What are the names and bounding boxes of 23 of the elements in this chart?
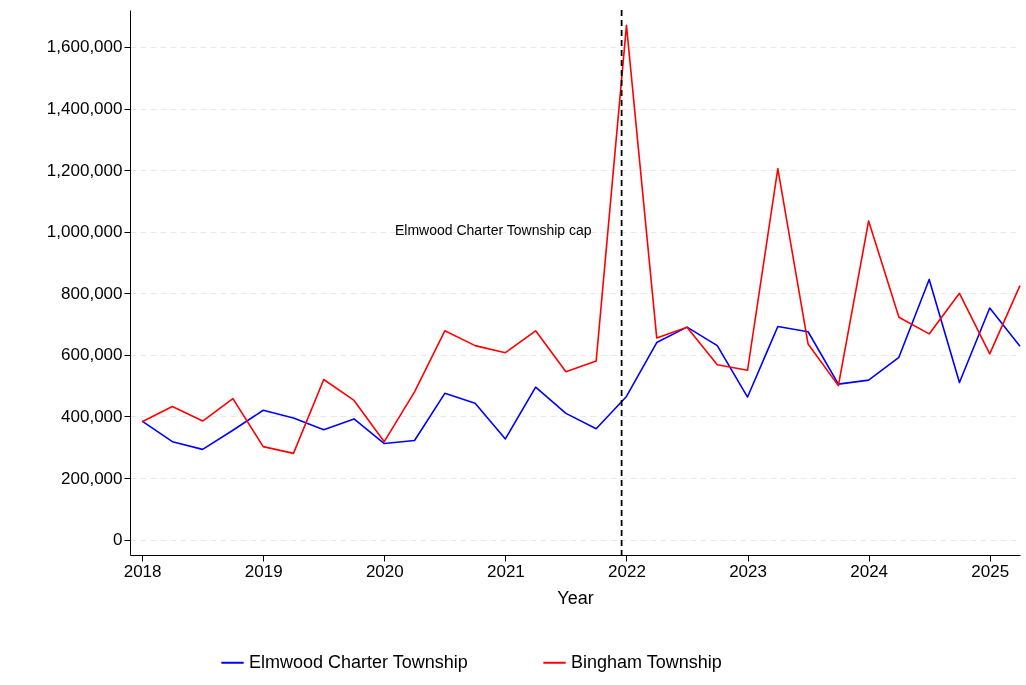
x-tick-label: 2022: [608, 561, 646, 581]
x-tick-label: 2023: [729, 561, 767, 581]
y-tick-label: 1,400,000: [46, 99, 123, 119]
y-tick-label: 1,200,000: [46, 160, 123, 180]
x-tick-label: 2019: [244, 561, 283, 581]
line-series: [141, 278, 1021, 451]
y-tick-label: 600,000: [61, 345, 123, 365]
x-tick-label: 2020: [365, 561, 404, 581]
line-series: [141, 24, 1021, 455]
x-axis-title: Year: [557, 587, 594, 608]
y-tick-label: 400,000: [61, 406, 123, 426]
x-tick-label: 2021: [486, 561, 525, 581]
y-tick-label: 200,000: [61, 468, 123, 488]
legend-label: Bingham Township: [571, 651, 722, 672]
y-tick-label: 1,000,000: [46, 222, 123, 242]
y-tick-label: 0: [113, 530, 123, 550]
x-tick-label: 2024: [850, 561, 889, 581]
y-tick-label: 800,000: [61, 283, 123, 303]
x-tick-label: 2025: [971, 561, 1010, 581]
y-tick-label: 1,600,000: [46, 37, 123, 57]
x-tick-label: 2018: [123, 561, 162, 581]
ref-line-label: Elmwood Charter Township cap: [394, 222, 592, 238]
legend-label: Elmwood Charter Township: [249, 651, 468, 672]
